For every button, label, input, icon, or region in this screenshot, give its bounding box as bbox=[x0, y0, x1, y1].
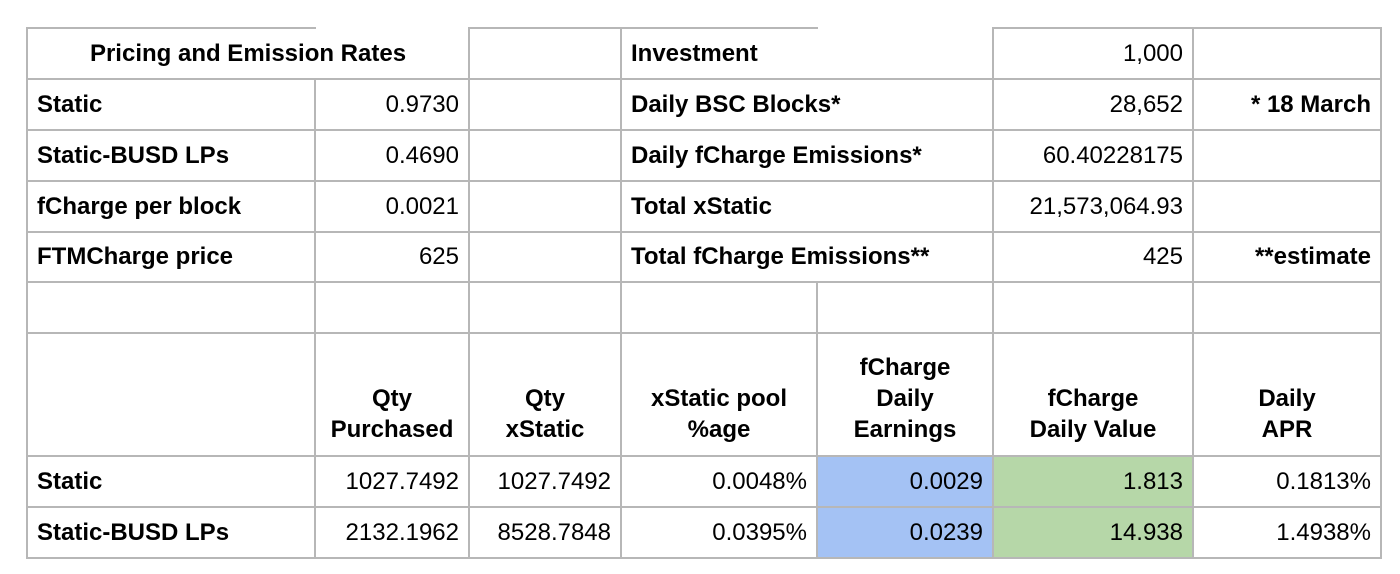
static-busd-daily-apr-cell[interactable]: 1.4938% bbox=[1194, 508, 1382, 559]
empty-cell-g6[interactable] bbox=[1194, 283, 1382, 334]
static-price-label-cell[interactable]: Static bbox=[28, 80, 316, 131]
static-busd-qty-xstatic-cell[interactable]: 8528.7848 bbox=[470, 508, 622, 559]
pricing-title-cell[interactable]: Pricing and Emission Rates bbox=[28, 29, 470, 80]
empty-cell-g3[interactable] bbox=[1194, 131, 1382, 182]
qty-purchased-header-cell[interactable]: Qty Purchased bbox=[316, 334, 470, 457]
daily-bsc-blocks-label-cell[interactable]: Daily BSC Blocks* bbox=[622, 80, 994, 131]
static-fcharge-daily-earnings-cell[interactable]: 0.0029 bbox=[818, 457, 994, 508]
static-busd-pool-pct-cell[interactable]: 0.0395% bbox=[622, 508, 818, 559]
fcharge-per-block-value-cell[interactable]: 0.0021 bbox=[316, 182, 470, 233]
empty-cell-c5[interactable] bbox=[470, 233, 622, 283]
static-busd-row-label-cell[interactable]: Static-BUSD LPs bbox=[28, 508, 316, 559]
empty-cell-c2[interactable] bbox=[470, 80, 622, 131]
empty-cell-c1[interactable] bbox=[470, 29, 622, 80]
empty-cell-a6[interactable] bbox=[28, 283, 316, 334]
investment-label-cell[interactable]: Investment bbox=[622, 29, 994, 80]
static-pool-pct-cell[interactable]: 0.0048% bbox=[622, 457, 818, 508]
empty-cell-g1[interactable] bbox=[1194, 29, 1382, 80]
fcharge-daily-value-header-cell[interactable]: fCharge Daily Value bbox=[994, 334, 1194, 457]
empty-cell-c4[interactable] bbox=[470, 182, 622, 233]
empty-cell-b6[interactable] bbox=[316, 283, 470, 334]
fcharge-daily-earnings-header-cell[interactable]: fCharge Daily Earnings bbox=[818, 334, 994, 457]
static-busd-fcharge-daily-earnings-cell[interactable]: 0.0239 bbox=[818, 508, 994, 559]
daily-fcharge-emissions-value-cell[interactable]: 60.40228175 bbox=[994, 131, 1194, 182]
date-note-cell[interactable]: * 18 March bbox=[1194, 80, 1382, 131]
daily-fcharge-emissions-label-cell[interactable]: Daily fCharge Emissions* bbox=[622, 131, 994, 182]
static-fcharge-daily-value-cell[interactable]: 1.813 bbox=[994, 457, 1194, 508]
empty-cell-e6[interactable] bbox=[818, 283, 994, 334]
static-daily-apr-cell[interactable]: 0.1813% bbox=[1194, 457, 1382, 508]
static-busd-fcharge-daily-value-cell[interactable]: 14.938 bbox=[994, 508, 1194, 559]
static-busd-qty-purchased-cell[interactable]: 2132.1962 bbox=[316, 508, 470, 559]
total-xstatic-value-cell[interactable]: 21,573,064.93 bbox=[994, 182, 1194, 233]
total-fcharge-emissions-label-cell[interactable]: Total fCharge Emissions** bbox=[622, 233, 994, 283]
static-price-value-cell[interactable]: 0.9730 bbox=[316, 80, 470, 131]
qty-xstatic-header-cell[interactable]: Qty xStatic bbox=[470, 334, 622, 457]
ftmcharge-price-label-cell[interactable]: FTMCharge price bbox=[28, 233, 316, 283]
total-xstatic-label-cell[interactable]: Total xStatic bbox=[622, 182, 994, 233]
spreadsheet-grid: Pricing and Emission Rates Investment 1,… bbox=[26, 27, 1382, 559]
static-qty-purchased-cell[interactable]: 1027.7492 bbox=[316, 457, 470, 508]
empty-header-cell[interactable] bbox=[28, 334, 316, 457]
static-row-label-cell[interactable]: Static bbox=[28, 457, 316, 508]
empty-cell-d6[interactable] bbox=[622, 283, 818, 334]
static-busd-price-label-cell[interactable]: Static-BUSD LPs bbox=[28, 131, 316, 182]
border-gap bbox=[316, 27, 468, 30]
estimate-note-cell[interactable]: **estimate bbox=[1194, 233, 1382, 283]
daily-bsc-blocks-value-cell[interactable]: 28,652 bbox=[994, 80, 1194, 131]
static-qty-xstatic-cell[interactable]: 1027.7492 bbox=[470, 457, 622, 508]
empty-cell-f6[interactable] bbox=[994, 283, 1194, 334]
ftmcharge-price-value-cell[interactable]: 625 bbox=[316, 233, 470, 283]
investment-value-cell[interactable]: 1,000 bbox=[994, 29, 1194, 80]
static-busd-price-value-cell[interactable]: 0.4690 bbox=[316, 131, 470, 182]
xstatic-pool-pct-header-cell[interactable]: xStatic pool %age bbox=[622, 334, 818, 457]
fcharge-per-block-label-cell[interactable]: fCharge per block bbox=[28, 182, 316, 233]
empty-cell-c3[interactable] bbox=[470, 131, 622, 182]
daily-apr-header-cell[interactable]: Daily APR bbox=[1194, 334, 1382, 457]
border-gap bbox=[818, 27, 992, 30]
empty-cell-c6[interactable] bbox=[470, 283, 622, 334]
total-fcharge-emissions-value-cell[interactable]: 425 bbox=[994, 233, 1194, 283]
empty-cell-g4[interactable] bbox=[1194, 182, 1382, 233]
